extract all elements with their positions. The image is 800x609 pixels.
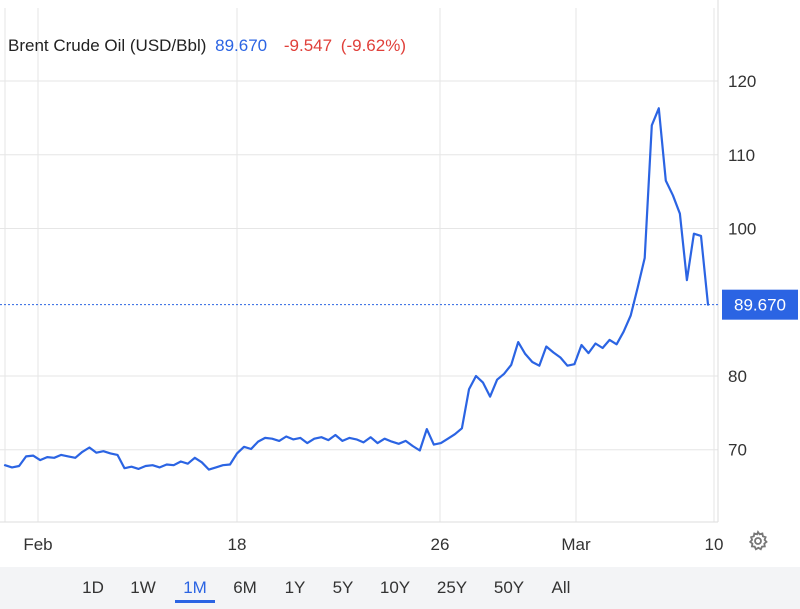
x-tick-label: Feb bbox=[23, 535, 52, 554]
price-change-percent: (-9.62%) bbox=[340, 36, 406, 55]
range-button-50y[interactable]: 50Y bbox=[487, 573, 531, 603]
range-button-10y[interactable]: 10Y bbox=[373, 573, 417, 603]
active-range-indicator bbox=[175, 600, 215, 603]
range-selector: 1D 1W 1M 6M 1Y 5Y 10Y 25Y 50Y All bbox=[0, 567, 800, 609]
y-tick-label: 80 bbox=[728, 367, 747, 386]
gear-icon bbox=[748, 530, 768, 551]
y-tick-label: 100 bbox=[728, 219, 756, 238]
range-button-1y[interactable]: 1Y bbox=[278, 573, 312, 603]
tick-labels: Feb 18 26 Mar 10 70 80 100 110 120 bbox=[23, 72, 756, 554]
range-button-25y[interactable]: 25Y bbox=[430, 573, 474, 603]
x-tick-label: 18 bbox=[228, 535, 247, 554]
series-line bbox=[3, 107, 710, 471]
range-button-5y[interactable]: 5Y bbox=[326, 573, 360, 603]
current-price: 89.670 bbox=[215, 36, 268, 55]
range-button-1d[interactable]: 1D bbox=[76, 573, 110, 603]
x-tick-label: Mar bbox=[561, 535, 591, 554]
last-value-marker: 89.670 bbox=[0, 289, 798, 320]
chart-lines bbox=[3, 107, 710, 471]
range-button-1w[interactable]: 1W bbox=[124, 573, 162, 603]
y-tick-label: 70 bbox=[728, 441, 747, 460]
chart-grid bbox=[0, 8, 718, 522]
y-tick-label: 120 bbox=[728, 72, 756, 91]
y-tick-label: 110 bbox=[728, 146, 755, 165]
settings-button[interactable] bbox=[747, 530, 769, 552]
instrument-title: Brent Crude Oil (USD/Bbl) bbox=[8, 36, 207, 55]
chart-axes bbox=[0, 0, 719, 523]
price-change: -9.547 bbox=[283, 36, 333, 55]
x-tick-label: 10 bbox=[705, 535, 724, 554]
range-button-all[interactable]: All bbox=[544, 573, 578, 603]
x-tick-label: 26 bbox=[431, 535, 450, 554]
last-value-label: 89.670 bbox=[734, 296, 786, 315]
range-button-6m[interactable]: 6M bbox=[226, 573, 264, 603]
range-button-1m[interactable]: 1M bbox=[175, 573, 215, 603]
chart-header: Brent Crude Oil (USD/Bbl) 89.670 -9.547 … bbox=[8, 36, 406, 56]
price-chart[interactable]: Feb 18 26 Mar 10 70 80 100 110 120 89.670 bbox=[0, 0, 800, 567]
last-value-badge bbox=[722, 289, 798, 320]
